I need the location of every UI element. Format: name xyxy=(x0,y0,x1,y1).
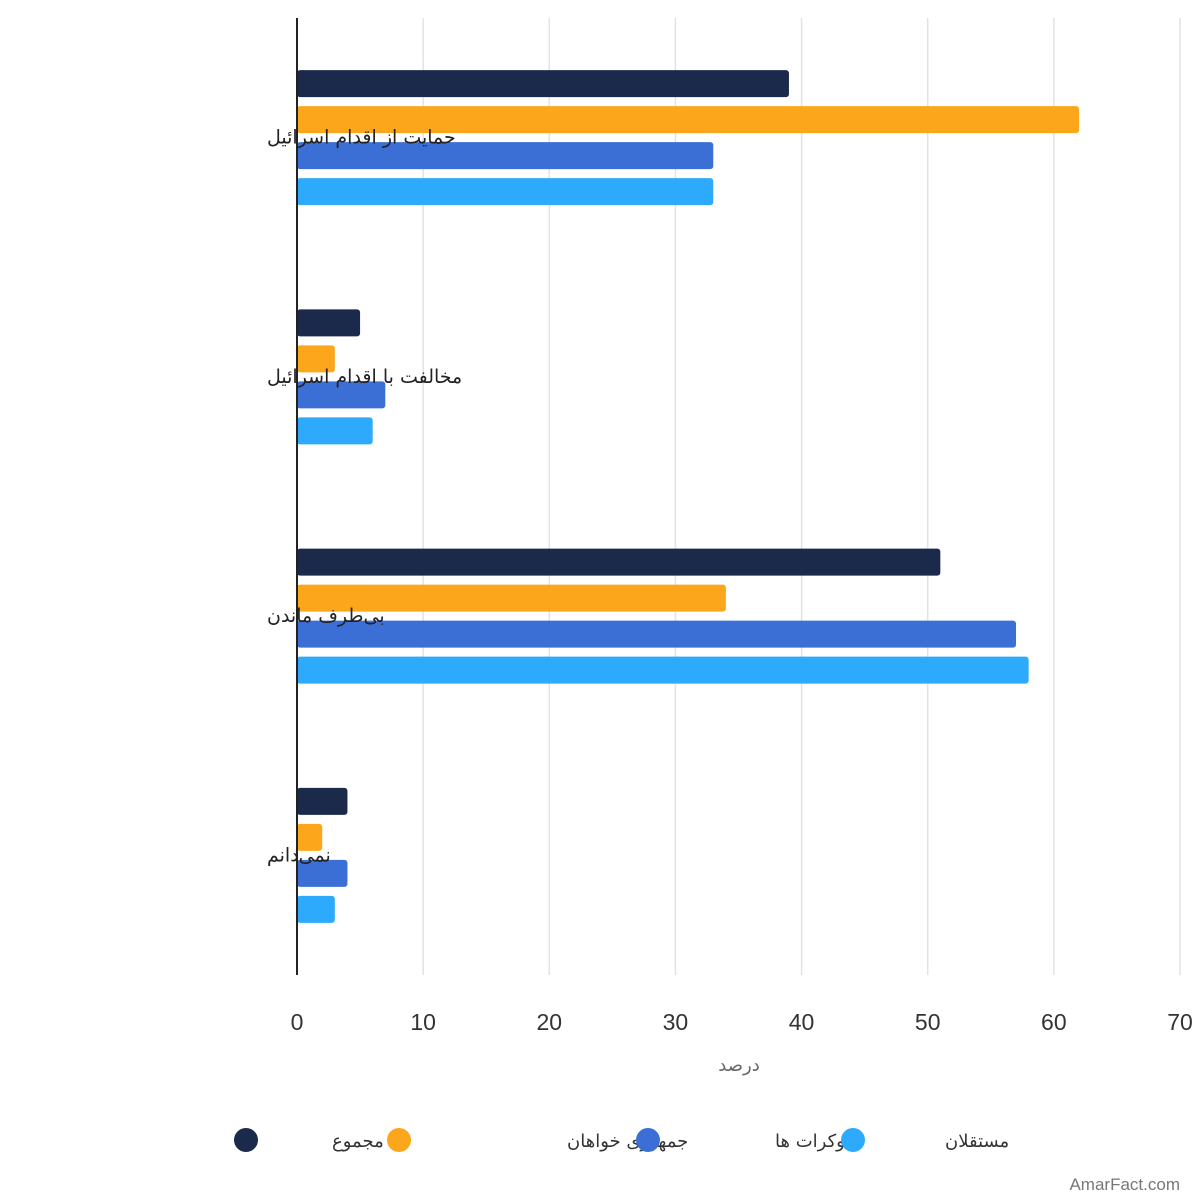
legend: مجموع جمهوری خواهان دموکرات ها مستقلان xyxy=(234,1128,1009,1152)
watermark: AmarFact.com xyxy=(1069,1175,1180,1194)
x-tick-label-70: 70 xyxy=(1167,1009,1193,1035)
category-label-1: مخالفت با اقدام اسرائیل xyxy=(267,366,462,388)
legend-label-2: دموکرات ها xyxy=(775,1131,863,1152)
x-tick-label-50: 50 xyxy=(915,1009,941,1035)
bar-cat2-series2 xyxy=(297,620,1017,648)
legend-swatch-0 xyxy=(234,1128,258,1152)
bar-cat0-series2 xyxy=(297,142,714,170)
x-tick-label-0: 0 xyxy=(291,1009,304,1035)
bar-cat1-series2 xyxy=(297,381,386,409)
bar-cat3-series0 xyxy=(297,787,348,815)
bar-cat3-series2 xyxy=(297,859,348,887)
bar-cat2-series0 xyxy=(297,548,941,576)
x-tick-label-10: 10 xyxy=(410,1009,436,1035)
bar-cat2-series1 xyxy=(297,584,726,612)
category-label-0: حمایت از اقدام اسرائیل xyxy=(267,127,456,149)
category-labels: حمایت از اقدام اسرائیل مخالفت با اقدام اس… xyxy=(267,127,462,867)
legend-swatch-2 xyxy=(636,1128,660,1152)
x-tick-label-40: 40 xyxy=(789,1009,815,1035)
bar-cat2-series3 xyxy=(297,656,1029,684)
x-tick-label-20: 20 xyxy=(536,1009,562,1035)
x-axis-title: درصد xyxy=(718,1055,759,1076)
x-tick-labels: 0 10 20 30 40 50 60 70 xyxy=(291,1009,1193,1035)
bar-cat3-series1 xyxy=(297,823,323,851)
bar-cat1-series0 xyxy=(297,309,361,337)
legend-label-1: جمهوری خواهان xyxy=(567,1131,688,1152)
category-label-3: نمی‌دانم xyxy=(267,844,331,866)
bar-cat0-series1 xyxy=(297,106,1080,134)
bar-cat3-series3 xyxy=(297,895,335,923)
legend-swatch-3 xyxy=(841,1128,865,1152)
bar-cat0-series0 xyxy=(297,70,789,98)
bars xyxy=(297,70,1080,923)
bar-cat1-series3 xyxy=(297,417,373,445)
bar-cat1-series1 xyxy=(297,345,335,373)
legend-swatch-1 xyxy=(387,1128,411,1152)
x-tick-label-30: 30 xyxy=(663,1009,689,1035)
bar-cat0-series3 xyxy=(297,178,714,206)
x-tick-label-60: 60 xyxy=(1041,1009,1067,1035)
gridlines xyxy=(422,18,1181,975)
category-label-2: بی‌طرف ماندن xyxy=(267,605,385,627)
legend-label-3: مستقلان xyxy=(945,1131,1009,1152)
legend-label-0: مجموع xyxy=(332,1131,384,1152)
